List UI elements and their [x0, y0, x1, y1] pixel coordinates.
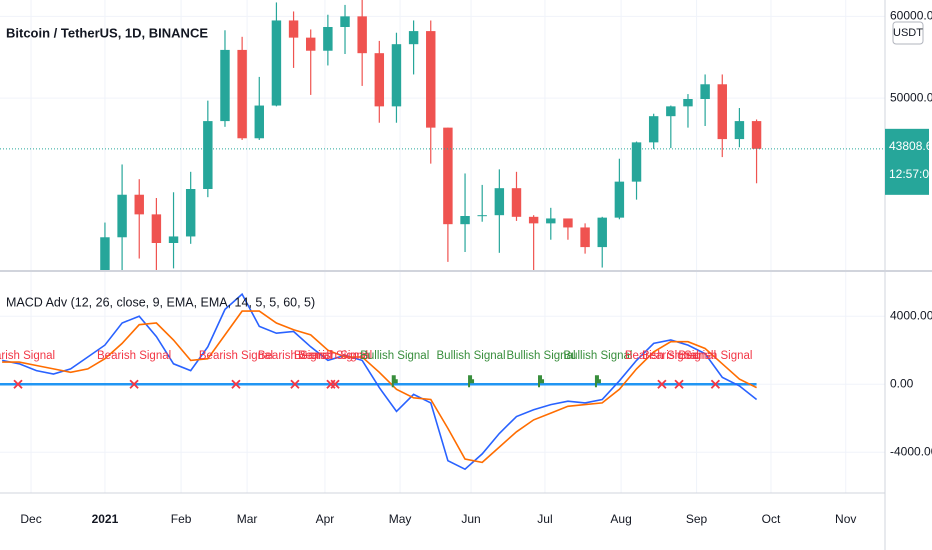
candle-body — [237, 49, 247, 139]
countdown-label: 12:57:08 — [889, 167, 932, 181]
x-tick-label: Jul — [537, 512, 552, 526]
signal-label: Bearish Signal — [97, 350, 171, 362]
signal-label: Bullish Signal — [506, 350, 575, 362]
bearish-marker — [710, 379, 721, 389]
candle-body — [563, 218, 573, 228]
candle-body — [220, 49, 230, 122]
macd-line — [2, 310, 757, 464]
bullish-marker — [468, 375, 475, 388]
candle-body — [374, 53, 385, 107]
candle-body — [683, 99, 693, 107]
bearish-marker — [657, 379, 667, 389]
candle-body — [477, 215, 487, 217]
grid — [0, 0, 885, 493]
candle-body — [117, 194, 127, 238]
candle-body — [443, 127, 453, 225]
candle-body — [254, 105, 264, 139]
candle-body — [323, 27, 333, 51]
candle-body — [511, 188, 522, 217]
symbol-title: Bitcoin / TetherUS, 1D, BINANCE — [6, 25, 208, 40]
candle-body — [168, 236, 179, 243]
candle-body — [528, 216, 539, 224]
x-tick-label: May — [389, 512, 412, 526]
candle-body — [546, 218, 556, 224]
candle-body — [460, 216, 470, 225]
candle-body — [700, 84, 710, 99]
x-tick-label: Nov — [835, 512, 856, 526]
signal-label: Bullish Signal — [437, 350, 506, 362]
signal-label: Bearish Signal — [199, 350, 273, 362]
bullish-marker — [391, 375, 398, 388]
bearish-marker — [330, 379, 340, 389]
candle-body — [340, 16, 350, 27]
candle-body — [734, 121, 745, 140]
bearish-marker — [231, 379, 241, 389]
x-tick-label: Feb — [171, 512, 192, 526]
candle-body — [357, 16, 367, 54]
candle-body — [614, 181, 625, 218]
y-tick-label: 50000.00 — [890, 90, 932, 104]
candle-body — [408, 31, 419, 45]
candle-body — [597, 217, 607, 248]
bearish-marker — [13, 379, 23, 389]
x-tick-label: Dec — [20, 512, 41, 526]
candle-body — [185, 189, 196, 237]
signal-label: Bullish Signal — [563, 350, 632, 362]
signal-label: Bearish Signal — [298, 350, 372, 362]
bearish-marker — [674, 379, 684, 389]
last-price-box — [885, 128, 929, 195]
signal-label: Bearish Signal — [294, 350, 368, 362]
candle-body — [631, 142, 642, 182]
candle-body — [391, 44, 402, 107]
axes: 50000.00 60000.00 43808.62 12:57:08 4000.00 0… — [20, 9, 932, 527]
signal-label: Bearish Signal — [625, 350, 699, 362]
x-tick-label: 2021 — [92, 512, 119, 526]
candle-body — [648, 116, 659, 143]
signal-label: Bearish Signal — [258, 350, 332, 362]
currency-button[interactable] — [892, 21, 924, 45]
candle-body — [751, 121, 762, 149]
indicator-title: MACD Adv (12, 26, close, 9, EMA, EMA, 14… — [6, 295, 315, 309]
x-tick-label: Sep — [686, 512, 708, 526]
candle-body — [717, 84, 727, 140]
price-pane — [0, 0, 885, 270]
signal-label: Bearish Signal — [642, 350, 716, 362]
last-price-label: 43808.62 — [889, 139, 932, 153]
y-tick-label: 60000.00 — [890, 9, 932, 23]
candle-body — [306, 37, 316, 51]
candle-body — [426, 31, 436, 128]
candle-body — [580, 227, 590, 248]
signal-label: Bearish Signal — [678, 350, 752, 362]
macd-line — [1, 292, 758, 471]
candle-body — [288, 20, 299, 38]
y-tick-label: 0.00 — [890, 376, 914, 390]
currency-label[interactable]: USDT — [893, 27, 923, 39]
candle-body — [203, 121, 213, 189]
x-tick-label: Oct — [762, 512, 781, 526]
candle-body — [151, 214, 162, 243]
candle-body — [271, 20, 282, 106]
candle-body — [100, 237, 110, 270]
x-tick-label: Apr — [316, 512, 335, 526]
candle-body — [666, 106, 676, 117]
x-tick-label: Aug — [610, 512, 631, 526]
signal-label: Bullish Signal — [360, 350, 429, 362]
x-tick-label: Jun — [461, 512, 480, 526]
y-tick-label: -4000.00 — [890, 444, 932, 458]
bullish-marker — [538, 375, 545, 388]
bearish-marker — [290, 379, 300, 389]
candle-body — [134, 194, 144, 215]
bearish-marker — [129, 379, 139, 389]
x-tick-label: Mar — [237, 512, 258, 526]
bullish-marker — [594, 375, 601, 388]
y-tick-label: 4000.00 — [890, 308, 932, 322]
signal-label: Bearish Signal — [0, 350, 55, 362]
candle-body — [494, 188, 505, 216]
